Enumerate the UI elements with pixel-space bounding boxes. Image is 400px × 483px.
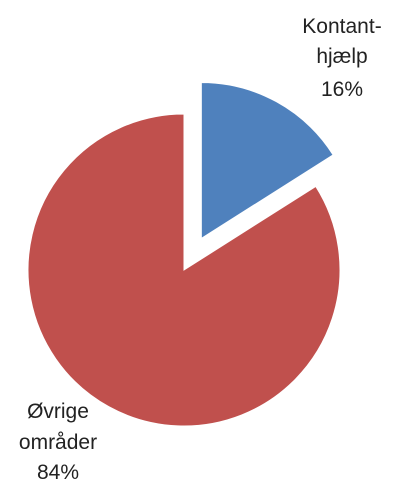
slice-percent-label: 16% xyxy=(321,78,363,101)
slices-layer xyxy=(27,81,341,427)
pie-slice-ovrige-omraader xyxy=(27,113,341,427)
slice-label-ovrige-omraader: Øvrige områder 84% xyxy=(19,400,97,483)
slice-label-line: områder xyxy=(19,431,97,454)
slice-label-line: hjælp xyxy=(316,45,367,68)
pie-slice-kontanthjaelp xyxy=(200,81,334,240)
slice-percent-label: 84% xyxy=(37,461,79,483)
slice-label-line: Kontant- xyxy=(302,15,381,38)
slice-label-line: Øvrige xyxy=(27,400,89,423)
slice-label-kontanthjaelp: Kontant- hjælp 16% xyxy=(302,15,381,101)
